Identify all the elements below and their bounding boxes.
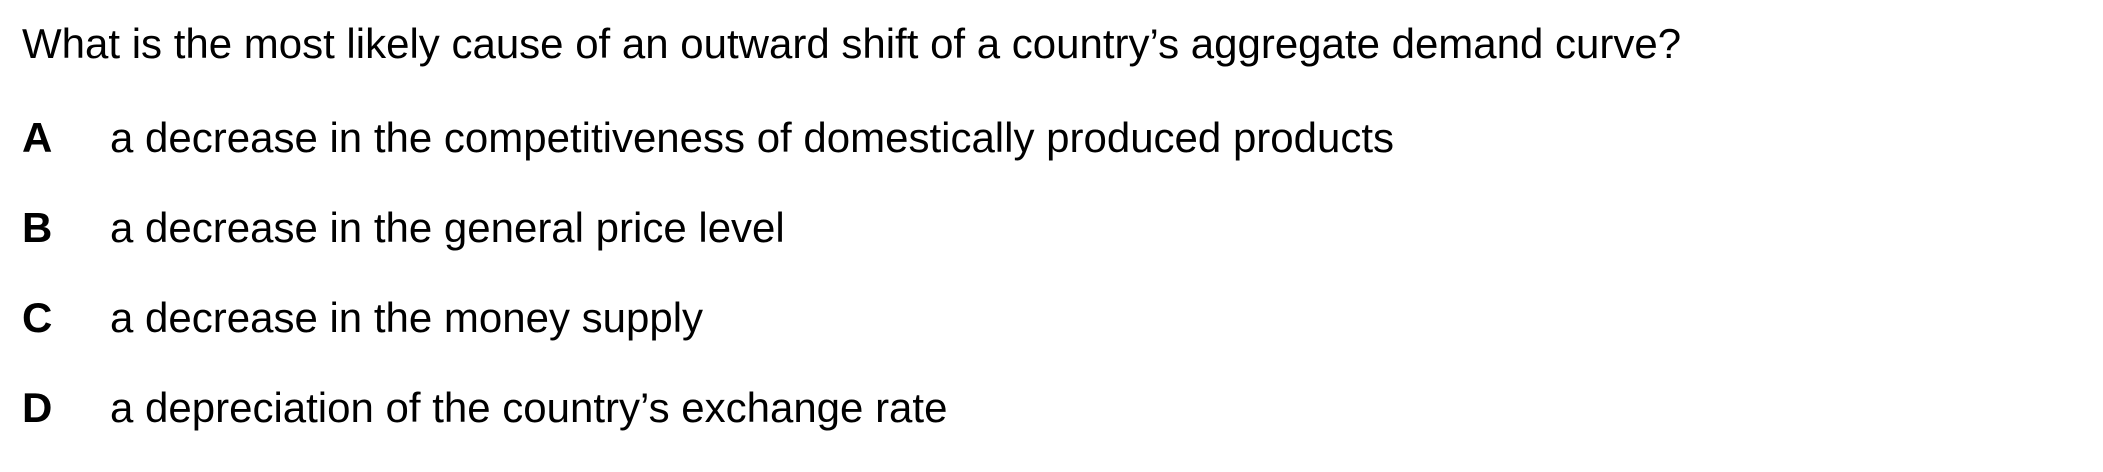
answer-option-c: C a decrease in the money supply [22, 292, 1394, 382]
answer-option-a: A a decrease in the competitiveness of d… [22, 112, 1394, 202]
option-text: a decrease in the money supply [110, 294, 704, 341]
answer-option-b: B a decrease in the general price level [22, 202, 1394, 292]
option-text: a decrease in the competitiveness of dom… [110, 114, 1395, 161]
option-letter: B [22, 204, 53, 251]
option-letter: D [22, 384, 53, 431]
option-letter: C [22, 294, 53, 341]
answer-option-d: D a depreciation of the country’s exchan… [22, 382, 1394, 472]
answer-options-list: A a decrease in the competitiveness of d… [22, 112, 1394, 472]
option-text: a depreciation of the country’s exchange… [110, 384, 948, 431]
option-letter: A [22, 114, 53, 161]
question-text: What is the most likely cause of an outw… [22, 20, 1682, 67]
option-text: a decrease in the general price level [110, 204, 785, 251]
